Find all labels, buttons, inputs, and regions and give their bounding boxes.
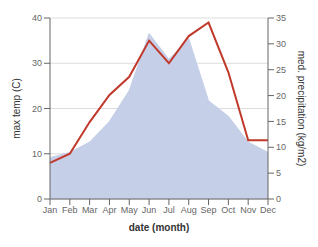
svg-text:Jul: Jul	[163, 205, 175, 215]
svg-text:0: 0	[276, 194, 281, 204]
svg-text:Jan: Jan	[43, 205, 58, 215]
svg-text:date (month): date (month)	[129, 222, 190, 233]
svg-text:max temp (C): max temp (C)	[11, 78, 22, 139]
svg-text:May: May	[121, 205, 139, 215]
svg-text:Oct: Oct	[221, 205, 236, 215]
svg-text:Jun: Jun	[142, 205, 157, 215]
svg-text:20: 20	[276, 91, 286, 101]
svg-text:Nov: Nov	[240, 205, 257, 215]
svg-text:Dec: Dec	[260, 205, 277, 215]
svg-text:Aug: Aug	[181, 205, 197, 215]
svg-text:15: 15	[276, 117, 286, 127]
svg-text:35: 35	[276, 13, 286, 23]
svg-text:10: 10	[276, 142, 286, 152]
svg-text:med. precipitation (kg/m2): med. precipitation (kg/m2)	[296, 51, 307, 167]
svg-text:30: 30	[276, 39, 286, 49]
svg-text:Mar: Mar	[82, 205, 98, 215]
svg-text:25: 25	[276, 65, 286, 75]
svg-text:20: 20	[32, 104, 42, 114]
svg-text:Apr: Apr	[102, 205, 116, 215]
svg-text:5: 5	[276, 168, 281, 178]
svg-text:0: 0	[37, 194, 42, 204]
svg-text:Feb: Feb	[62, 205, 78, 215]
svg-text:10: 10	[32, 149, 42, 159]
svg-text:30: 30	[32, 58, 42, 68]
svg-text:Sep: Sep	[201, 205, 217, 215]
svg-text:40: 40	[32, 13, 42, 23]
